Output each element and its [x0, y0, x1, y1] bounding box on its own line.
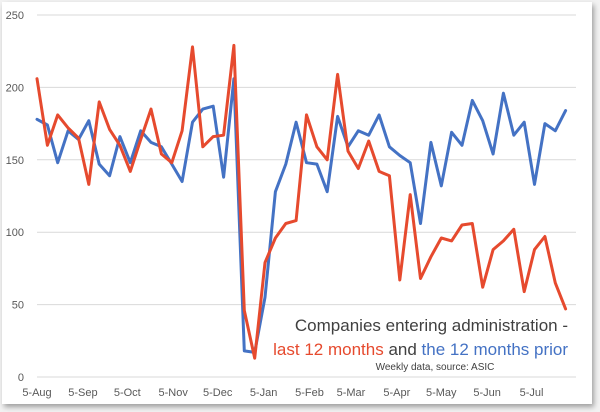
- x-tick-label: 5-Nov: [159, 387, 189, 399]
- x-tick-label: 5-Jul: [520, 387, 544, 399]
- y-axis: 0 50 100 150 200 250: [6, 10, 24, 384]
- x-tick-label: 5-Feb: [295, 387, 324, 399]
- series-lines: [35, 43, 568, 360]
- legend-blue-series: the 12 months prior: [422, 340, 569, 359]
- y-tick-label: 150: [6, 155, 24, 167]
- series-line-last-12-months: [35, 43, 568, 360]
- x-tick-label: 5-Aug: [22, 387, 51, 399]
- annotation-title: Companies entering administration -: [295, 316, 568, 335]
- x-tick-label: 5-Jan: [250, 387, 278, 399]
- x-axis: 5-Aug 5-Sep 5-Oct 5-Nov 5-Dec 5-Jan 5-Feb 5-Mar…: [22, 387, 543, 399]
- legend-red-series: last 12 months: [273, 340, 384, 359]
- chart-annotation: Companies entering administration - last…: [273, 316, 568, 373]
- y-tick-label: 100: [6, 227, 24, 239]
- legend-and: and: [384, 340, 422, 359]
- x-tick-label: 5-Mar: [337, 387, 366, 399]
- y-tick-label: 0: [18, 372, 24, 384]
- x-tick-label: 5-Sep: [68, 387, 97, 399]
- x-tick-label: 5-Oct: [114, 387, 141, 399]
- x-tick-label: 5-May: [426, 387, 457, 399]
- annotation-legend: last 12 months and the 12 months prior: [273, 340, 568, 359]
- x-tick-label: 5-Apr: [383, 387, 410, 399]
- annotation-source: Weekly data, source: ASIC: [376, 362, 495, 373]
- y-tick-label: 250: [6, 10, 24, 22]
- y-tick-label: 50: [12, 300, 24, 312]
- x-tick-label: 5-Dec: [203, 387, 233, 399]
- series-line-prior-12-months: [35, 77, 568, 354]
- y-tick-label: 200: [6, 82, 24, 94]
- x-tick-label: 5-Jun: [473, 387, 501, 399]
